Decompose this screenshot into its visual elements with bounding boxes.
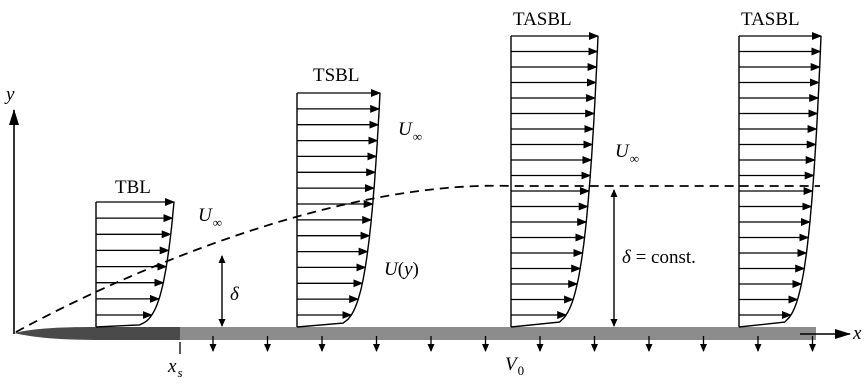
velocity-profile xyxy=(296,89,381,328)
profile-title-tasbl-2: TASBL xyxy=(741,9,800,30)
axes: y x xyxy=(4,84,862,344)
velocity-profile xyxy=(510,32,599,328)
velocity-profile-curve xyxy=(296,92,381,328)
boundary-layer-thickness-curve xyxy=(15,184,820,333)
plate-leading-edge xyxy=(14,327,180,340)
u-of-y-label: U(y) xyxy=(384,259,419,280)
x-axis-label: x xyxy=(852,323,862,344)
suction-wall xyxy=(180,327,816,340)
xs-label: xs xyxy=(167,356,183,380)
v0-label: V0 xyxy=(505,354,524,378)
u-inf-label-2: U∞ xyxy=(398,119,422,144)
delta-const-label: δ = const. xyxy=(622,247,696,268)
u-inf-label-1: U∞ xyxy=(198,205,222,230)
velocity-profile xyxy=(95,198,175,328)
velocity-profile xyxy=(738,32,822,328)
xs-marker: xs xyxy=(167,342,183,380)
u-inf-label-3: U∞ xyxy=(615,141,639,166)
flat-plate xyxy=(14,327,816,340)
y-axis-label: y xyxy=(4,84,15,105)
delta-dimension: δ xyxy=(218,255,240,327)
profile-title-tsbl: TSBL xyxy=(313,65,359,86)
suction-arrows xyxy=(209,336,816,352)
delta-label: δ xyxy=(230,284,240,305)
profile-title-tasbl-1: TASBL xyxy=(513,9,572,30)
profile-title-tbl: TBL xyxy=(115,177,151,198)
delta-const-dimension: δ = const. xyxy=(610,189,696,327)
velocity-profile-curve xyxy=(95,201,175,328)
velocity-profiles xyxy=(95,32,822,328)
